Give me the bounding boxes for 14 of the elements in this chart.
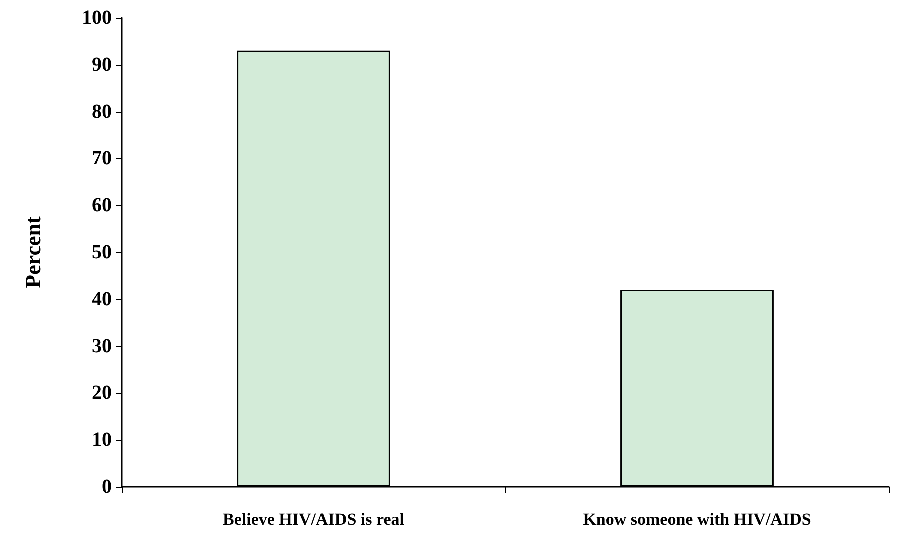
y-tick-label: 50: [92, 242, 112, 264]
y-tick-label: 90: [92, 54, 112, 76]
y-tick-label: 10: [92, 429, 112, 452]
y-tick-label: 0: [102, 476, 112, 498]
y-axis-title: Percent: [20, 216, 46, 288]
y-tick-label: 60: [92, 194, 112, 217]
y-tick-label: 70: [92, 148, 112, 170]
y-tick-label: 100: [82, 7, 112, 29]
x-tick-label: Believe HIV/AIDS is real: [223, 510, 405, 529]
y-tick-label: 80: [92, 100, 112, 123]
y-tick-label: 30: [92, 335, 112, 358]
y-tick-label: 20: [92, 382, 112, 404]
y-tick-label: 40: [92, 288, 112, 310]
x-tick-label: Know someone with HIV/AIDS: [583, 510, 812, 529]
